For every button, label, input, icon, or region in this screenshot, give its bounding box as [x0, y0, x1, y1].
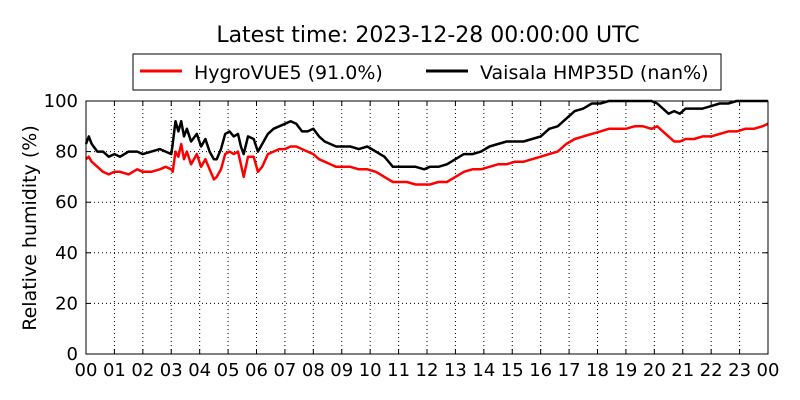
y-tick-label: 20 [55, 293, 78, 314]
x-tick-label: 09 [330, 360, 353, 381]
y-tick-label: 80 [55, 142, 78, 163]
x-tick-label: 02 [131, 360, 154, 381]
x-tick-label: 18 [586, 360, 609, 381]
x-tick-label: 14 [472, 360, 495, 381]
x-tick-label: 19 [614, 360, 637, 381]
x-tick-label: 03 [160, 360, 183, 381]
x-tick-label: 07 [273, 360, 296, 381]
axis-ticks: 00 01 02 03 04 05 06 07 08 09 10 11 12 13 14 15 16 17 18 19… [44, 91, 780, 381]
x-tick-label: 00 [75, 360, 98, 381]
y-axis-label: Relative humidity (%) [19, 125, 41, 330]
x-tick-label: 00 [757, 360, 780, 381]
x-tick-label: 13 [444, 360, 467, 381]
x-tick-label: 22 [700, 360, 723, 381]
x-tick-label: 01 [103, 360, 126, 381]
legend-label-hygrovue5: HygroVUE5 (91.0%) [194, 62, 383, 84]
y-tick-label: 0 [67, 344, 78, 365]
x-tick-label: 16 [529, 360, 552, 381]
x-tick-label: 21 [671, 360, 694, 381]
y-tick-label: 60 [55, 192, 78, 213]
series-line-hygrovue5 [85, 122, 769, 186]
x-tick-label: 12 [416, 360, 439, 381]
y-tick-label: 40 [55, 243, 78, 264]
y-tick-label: 100 [44, 91, 78, 112]
x-tick-label: 15 [501, 360, 524, 381]
x-tick-label: 06 [245, 360, 268, 381]
x-tick-label: 08 [302, 360, 325, 381]
x-tick-label: 20 [643, 360, 666, 381]
plot-frame [85, 100, 769, 355]
grid [86, 101, 768, 354]
x-tick-label: 23 [728, 360, 751, 381]
x-tick-label: 10 [359, 360, 382, 381]
legend-label-vaisala: Vaisala HMP35D (nan%) [480, 62, 709, 84]
x-tick-label: 05 [217, 360, 240, 381]
x-tick-label: 04 [188, 360, 211, 381]
x-tick-label: 17 [558, 360, 581, 381]
chart-title: Latest time: 2023-12-28 00:00:00 UTC [216, 23, 639, 48]
x-tick-label: 11 [387, 360, 410, 381]
legend: HygroVUE5 (91.0%) Vaisala HMP35D (nan%) [132, 53, 722, 91]
